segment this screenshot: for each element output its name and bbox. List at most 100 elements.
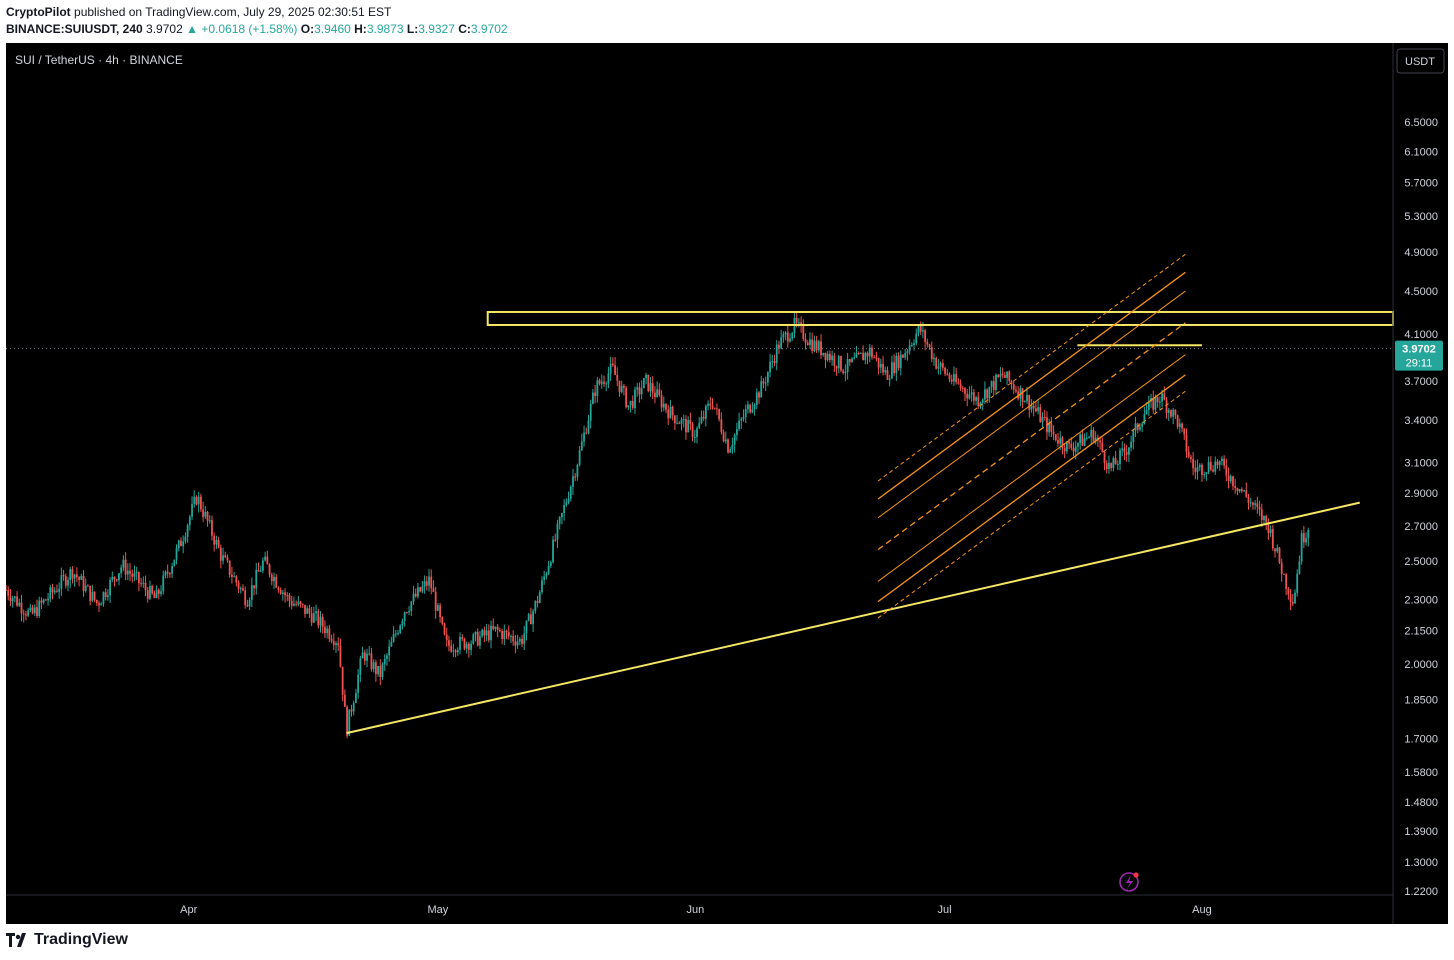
candle-body (157, 589, 160, 594)
candle-body (979, 402, 982, 407)
currency-button[interactable]: USDT (1405, 56, 1435, 68)
candle-body (720, 419, 723, 433)
candle-body (286, 595, 289, 597)
candle-body (1057, 440, 1059, 444)
price-chart[interactable]: 6.5000 6.1000 5.7000 5.3000 4.9000 4.5000 4.10… (5, 43, 1448, 924)
channel-inner-upper (877, 290, 1186, 519)
price-axis[interactable]: 6.5000 6.1000 5.7000 5.3000 4.9000 4.5000 4.10… (1404, 117, 1438, 898)
candle-body (501, 631, 504, 640)
candle-body (667, 409, 670, 419)
candle-body (188, 516, 191, 526)
candle-body (687, 420, 690, 433)
candle-body (255, 569, 258, 589)
candle-body (171, 566, 174, 574)
candle-body (1300, 533, 1303, 562)
candle-body (888, 378, 891, 380)
tradingview-brand[interactable]: TradingView (34, 931, 128, 948)
candle-body (182, 541, 185, 547)
candle-body (173, 559, 176, 567)
candle-body (226, 557, 229, 561)
candle-body (789, 338, 791, 342)
candle-body (1123, 448, 1126, 453)
chart-panel[interactable]: 6.5000 6.1000 5.7000 5.3000 4.9000 4.5000 4.10… (5, 43, 1448, 924)
candle-body (321, 616, 324, 627)
candle-body (806, 342, 809, 346)
candle-body (87, 585, 89, 587)
candle-body (250, 585, 253, 600)
candle-body (295, 603, 298, 605)
price-tick-label: 6.5000 (1404, 117, 1438, 129)
candle-body (886, 370, 889, 380)
candle-body (270, 574, 273, 582)
candle-body (348, 709, 351, 736)
candle-body (820, 341, 822, 356)
candle-body (412, 593, 415, 602)
candle-body (514, 641, 517, 646)
price-tick-label: 2.3000 (1404, 595, 1438, 607)
candle-body (1119, 450, 1121, 464)
candle-body (297, 601, 300, 605)
candle-body (405, 612, 408, 614)
author-name[interactable]: CryptoPilot (6, 5, 71, 19)
candle-body (755, 392, 758, 405)
candle-body (306, 608, 309, 614)
candle-body (696, 428, 698, 438)
candle-body (1079, 434, 1082, 444)
candle-body (651, 383, 654, 393)
candle-body (204, 512, 207, 517)
candle-body (824, 352, 827, 361)
candle-body (837, 356, 840, 369)
candle-body (146, 590, 149, 599)
candle-body (463, 638, 466, 649)
candle-body (166, 571, 169, 574)
candle-body (465, 643, 468, 649)
candle-body (906, 351, 909, 354)
candle-body (231, 574, 233, 577)
candle-body (281, 592, 284, 594)
candle-body (330, 638, 333, 642)
candle-body (443, 623, 446, 635)
currency-button-frame[interactable] (1396, 48, 1445, 74)
candle-body (1201, 464, 1203, 475)
candle-body (1068, 441, 1070, 444)
candle-body (18, 602, 21, 606)
candle-body (479, 636, 481, 646)
candle-body (1063, 447, 1066, 452)
lightning-icon[interactable] (1119, 872, 1139, 892)
candle-body (547, 565, 550, 574)
candle-body (605, 383, 608, 385)
candle-body (598, 380, 601, 384)
candle-body (184, 536, 187, 542)
candle-body (195, 496, 198, 505)
candle-body (1021, 388, 1024, 403)
candle-body (319, 616, 322, 626)
price-tick-label: 1.8500 (1404, 695, 1438, 707)
candle-body (42, 599, 45, 603)
candle-body (984, 389, 986, 400)
candle-body (749, 404, 752, 413)
candle-body (693, 437, 696, 439)
close-value: 3.9702 (470, 22, 508, 36)
candle-body (853, 357, 856, 359)
candle-body (844, 371, 847, 374)
candle-body (1196, 466, 1199, 472)
candle-body (691, 423, 694, 438)
candle-body (1223, 458, 1226, 466)
high-value: 3.9873 (366, 22, 404, 36)
candle-body (895, 355, 898, 374)
candle-body (290, 600, 293, 606)
candle-body (1110, 462, 1113, 469)
time-tick-label: Jul (937, 904, 951, 916)
candle-body (36, 607, 38, 617)
candle-body (474, 631, 477, 635)
candle-body (676, 422, 678, 424)
candle-body (1132, 430, 1135, 442)
candle-body (84, 585, 87, 591)
candle-body (972, 392, 975, 401)
candle-body (1161, 393, 1164, 402)
time-axis[interactable]: Apr May Jun Jul Aug (180, 904, 1212, 916)
candle-body (439, 605, 441, 618)
candle-body (1012, 384, 1015, 390)
candle-body (660, 395, 663, 408)
candle-body (561, 512, 563, 517)
